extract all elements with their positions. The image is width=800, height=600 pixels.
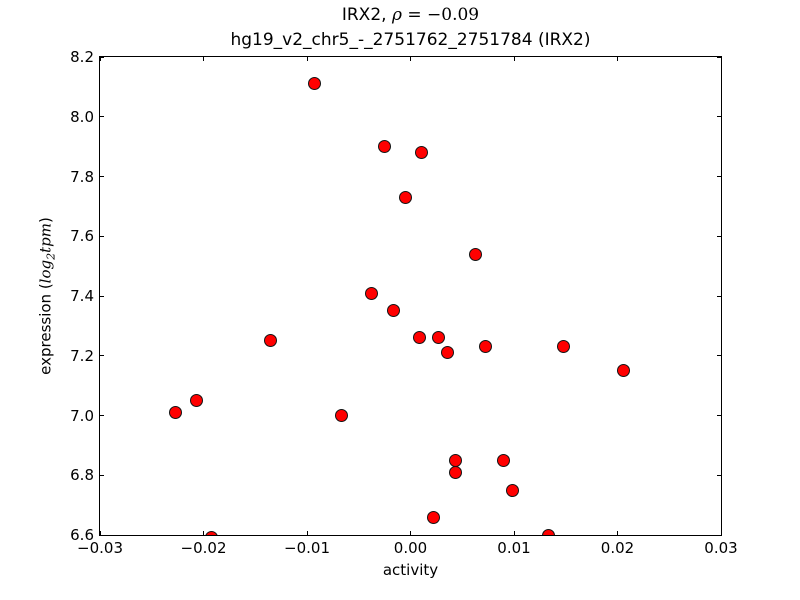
scatter-point <box>431 331 445 345</box>
y-tick-right <box>717 474 721 476</box>
y-tick-label: 6.8 <box>70 466 94 485</box>
x-tick-bottom <box>720 531 721 535</box>
scatter-point <box>205 531 219 535</box>
x-tick-label: 0.03 <box>704 539 738 557</box>
y-tick-left <box>100 295 104 297</box>
scatter-point <box>334 409 348 422</box>
y-tick-left <box>100 474 104 476</box>
scatter-point <box>415 146 429 160</box>
scatter-point <box>541 528 555 535</box>
y-tick-label: 6.6 <box>70 526 94 544</box>
rho-symbol: ρ <box>391 5 402 25</box>
x-tick-top <box>617 57 618 61</box>
x-tick-bottom <box>203 531 204 535</box>
scatter-point <box>413 331 427 345</box>
y-tick-right <box>717 415 721 416</box>
chart-title-gene: IRX2, <box>341 5 392 25</box>
x-tick-label: 0.01 <box>497 539 531 557</box>
x-tick-bottom <box>617 531 618 535</box>
scatter-point <box>497 453 511 467</box>
y-tick-label: 7.4 <box>70 287 94 305</box>
y-tick-label: 7.2 <box>70 346 94 365</box>
scatter-point <box>307 77 321 91</box>
scatter-point <box>169 406 183 419</box>
x-tick-top <box>410 57 411 61</box>
scatter-point <box>387 304 401 318</box>
y-tick-right <box>717 295 721 297</box>
y-tick-left <box>100 235 104 237</box>
y-tick-left <box>100 415 104 416</box>
x-tick-bottom <box>306 531 308 535</box>
y-tick-left <box>100 57 104 58</box>
y-tick-right <box>717 176 721 177</box>
x-tick-label: −0.03 <box>77 539 123 557</box>
x-tick-label: −0.01 <box>284 539 330 557</box>
scatter-point <box>364 286 378 300</box>
chart-title: IRX2, ρ = −0.09 <box>100 5 721 25</box>
scatter-point <box>378 140 392 154</box>
y-tick-left <box>100 534 104 535</box>
y-tick-left <box>100 355 104 357</box>
scatter-point <box>617 364 631 378</box>
y-tick-right <box>717 116 721 118</box>
scatter-point <box>426 510 440 524</box>
x-tick-label: 0.02 <box>600 539 635 557</box>
x-axis-label: activity <box>382 561 439 579</box>
y-tick-right <box>717 355 721 357</box>
x-tick-bottom <box>513 531 515 535</box>
scatter-point <box>448 465 462 479</box>
y-tick-label: 7.6 <box>70 227 94 246</box>
scatter-point <box>264 334 278 348</box>
scatter-point <box>448 453 462 467</box>
x-tick-top <box>513 57 515 61</box>
plot-area <box>99 56 722 536</box>
y-tick-label: 7.8 <box>70 167 94 186</box>
x-tick-label: 0.00 <box>393 539 428 557</box>
x-tick-bottom <box>100 531 101 535</box>
scatter-point <box>469 247 483 261</box>
y-tick-label: 8.0 <box>70 107 94 126</box>
y-tick-right <box>717 57 721 58</box>
scatter-point <box>398 190 412 204</box>
y-axis-label-close: ) <box>36 217 55 224</box>
y-tick-right <box>717 235 721 237</box>
x-tick-bottom <box>410 531 411 535</box>
y-tick-label: 8.2 <box>70 48 94 66</box>
scatter-point <box>557 340 571 354</box>
x-tick-top <box>203 57 204 61</box>
y-tick-left <box>100 176 104 177</box>
chart-subtitle: hg19_v2_chr5_-_2751762_2751784 (IRX2) <box>230 30 591 50</box>
x-tick-top <box>306 57 308 61</box>
scatter-point <box>506 483 520 497</box>
scatter-point <box>441 346 455 360</box>
y-tick-right <box>717 534 721 535</box>
x-tick-label: −0.02 <box>180 539 227 557</box>
x-tick-top <box>100 57 101 61</box>
y-tick-label: 7.0 <box>70 406 94 425</box>
x-tick-top <box>720 57 721 61</box>
chart-title-correlation: = −0.09 <box>401 5 480 25</box>
y-tick-left <box>100 116 104 118</box>
scatter-point <box>478 340 492 354</box>
scatter-point <box>189 394 203 408</box>
